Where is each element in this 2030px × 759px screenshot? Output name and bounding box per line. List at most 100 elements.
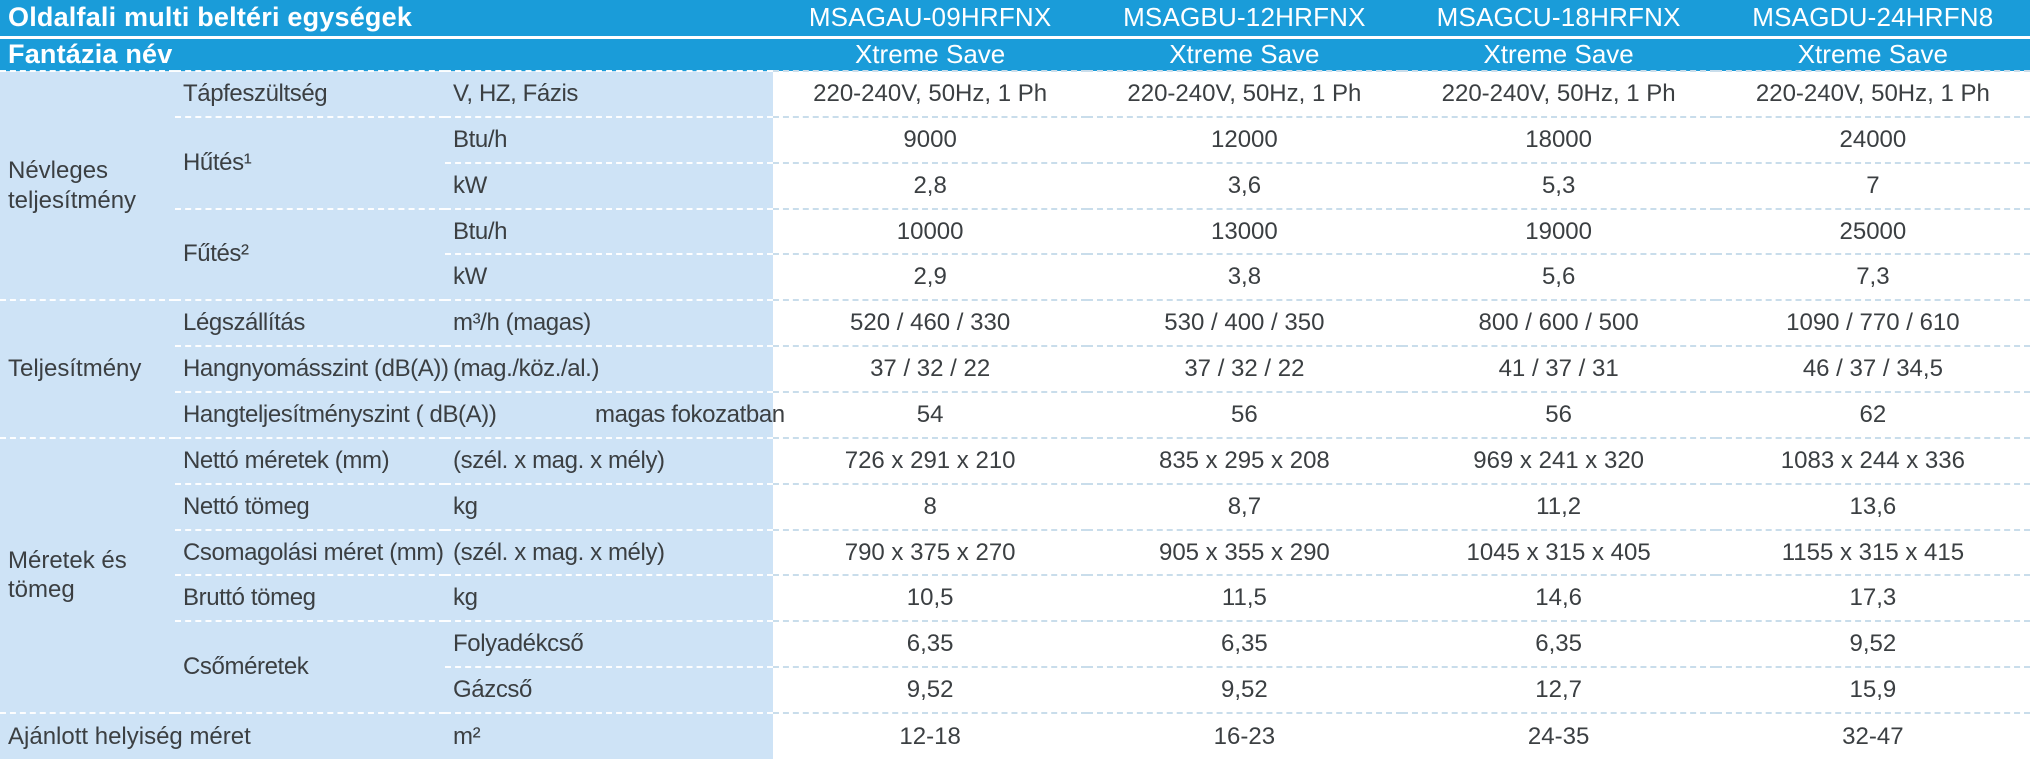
value-cell: 11,5 — [1087, 575, 1402, 623]
unit-cell: Folyadékcső — [445, 621, 773, 669]
value-cell: 530 / 400 / 350 — [1087, 300, 1402, 348]
value-cell: 15,9 — [1715, 667, 2030, 715]
value-cell: 12000 — [1087, 116, 1402, 164]
value-cell: 10000 — [773, 208, 1088, 256]
value-cell: 8,7 — [1087, 483, 1402, 531]
value-cell: 7 — [1715, 162, 2030, 210]
value-cell: 24000 — [1715, 116, 2030, 164]
property-cell: Csomagolási méret (mm) — [175, 529, 445, 577]
value-cell: 220-240V, 50Hz, 1 Ph — [773, 70, 1088, 118]
property-cell: Nettó tömeg — [175, 483, 445, 531]
value-cell: 11,2 — [1401, 483, 1716, 531]
table-row: Fűtés² Btu/h 10000 13000 19000 25000 — [0, 208, 2030, 302]
value-cell: 16-23 — [1087, 713, 1402, 759]
table-row: Hangnyomásszint (dB(A)) (mag./köz./al.) … — [0, 346, 2030, 394]
value-cell: 835 x 295 x 208 — [1087, 437, 1402, 485]
table-row: Hűtés¹ Btu/h 9000 12000 18000 24000 — [0, 116, 2030, 210]
value-cell: 62 — [1715, 392, 2030, 439]
table-row: Csomagolási méret (mm) (szél. x mag. x m… — [0, 529, 2030, 577]
model-header-3: MSAGCU-18HRFNX — [1401, 0, 1716, 39]
value-cell: 800 / 600 / 500 — [1401, 300, 1716, 348]
value-cell: 969 x 241 x 320 — [1401, 437, 1716, 485]
table-row: kW 2,8 3,6 5,3 7 — [0, 162, 2030, 210]
group-cell: Teljesítmény — [0, 300, 175, 439]
value-cell: 6,35 — [773, 621, 1088, 669]
group-cell: Ajánlott helyiség méret — [0, 713, 445, 759]
table-row: Hangteljesítményszint ( dB(A)) magas fok… — [0, 392, 2030, 439]
fantasy-name-3: Xtreme Save — [1401, 37, 1716, 71]
value-cell: 905 x 355 x 290 — [1087, 529, 1402, 577]
property-cell: Hűtés¹ — [175, 116, 445, 210]
value-cell: 6,35 — [1087, 621, 1402, 669]
value-cell: 10,5 — [773, 575, 1088, 623]
unit-cell: (mag./köz./al.) — [445, 346, 773, 394]
unit-cell: Btu/h — [445, 116, 773, 164]
value-cell: 13000 — [1087, 208, 1402, 256]
value-cell: 37 / 32 / 22 — [1087, 346, 1402, 394]
value-cell: 220-240V, 50Hz, 1 Ph — [1715, 70, 2030, 118]
fantasy-name-4: Xtreme Save — [1715, 37, 2030, 71]
table-row: Nettó tömeg kg 8 8,7 11,2 13,6 — [0, 483, 2030, 531]
table-row: Méretek és tömeg Nettó méretek (mm) (szé… — [0, 437, 2030, 715]
fantasy-name-row: Fantázia név Xtreme Save Xtreme Save Xtr… — [0, 37, 2030, 71]
value-cell: 9000 — [773, 116, 1088, 164]
model-header-4: MSAGDU-24HRFN8 — [1715, 0, 2030, 39]
unit-cell: (szél. x mag. x mély) — [445, 437, 773, 485]
property-cell: Légszállítás — [175, 300, 445, 348]
property-cell: Fűtés² — [175, 208, 445, 302]
unit-cell: kW — [445, 162, 773, 210]
fantasy-name-label: Fantázia név — [0, 37, 773, 71]
table-row: Teljesítmény Légszállítás m³/h (magas) 5… — [0, 300, 2030, 439]
value-cell: 1045 x 315 x 405 — [1401, 529, 1716, 577]
unit-cell: m³/h (magas) — [445, 300, 773, 348]
value-cell: 3,6 — [1087, 162, 1402, 210]
property-cell: Bruttó tömeg — [175, 575, 445, 623]
value-cell: 1155 x 315 x 415 — [1715, 529, 2030, 577]
value-cell: 3,8 — [1087, 254, 1402, 302]
value-cell: 220-240V, 50Hz, 1 Ph — [1401, 70, 1716, 118]
value-cell: 6,35 — [1401, 621, 1716, 669]
model-header-2: MSAGBU-12HRFNX — [1087, 0, 1402, 39]
value-cell: 19000 — [1401, 208, 1716, 256]
value-cell: 37 / 32 / 22 — [773, 346, 1088, 394]
unit-cell: kW — [445, 254, 773, 302]
table-row: kW 2,9 3,8 5,6 7,3 — [0, 254, 2030, 302]
property-cell: Hangnyomásszint (dB(A)) — [175, 346, 449, 394]
value-cell: 7,3 — [1715, 254, 2030, 302]
table-row: Ajánlott helyiség méret m² 12-18 16-23 2… — [0, 713, 2030, 759]
unit-cell: (szél. x mag. x mély) — [445, 529, 773, 577]
value-cell: 2,8 — [773, 162, 1088, 210]
table-header-row: Oldalfali multi beltéri egységek MSAGAU-… — [0, 0, 2030, 39]
unit-cell: magas fokozatban — [445, 392, 785, 439]
value-cell: 1090 / 770 / 610 — [1715, 300, 2030, 348]
value-cell: 12-18 — [773, 713, 1088, 759]
value-cell: 56 — [1087, 392, 1402, 439]
fantasy-name-2: Xtreme Save — [1087, 37, 1402, 71]
value-cell: 41 / 37 / 31 — [1401, 346, 1716, 394]
value-cell: 54 — [773, 392, 1088, 439]
unit-cell: kg — [445, 483, 773, 531]
value-cell: 726 x 291 x 210 — [773, 437, 1088, 485]
value-cell: 13,6 — [1715, 483, 2030, 531]
value-cell: 1083 x 244 x 336 — [1715, 437, 2030, 485]
unit-cell: V, HZ, Fázis — [445, 70, 773, 118]
value-cell: 9,52 — [1087, 667, 1402, 715]
value-cell: 8 — [773, 483, 1088, 531]
value-cell: 9,52 — [773, 667, 1088, 715]
value-cell: 17,3 — [1715, 575, 2030, 623]
value-cell: 18000 — [1401, 116, 1716, 164]
table-row: Névleges teljesítmény Tápfeszültség V, H… — [0, 69, 2030, 302]
group-cell: Névleges teljesítmény — [0, 69, 175, 302]
value-cell: 5,3 — [1401, 162, 1716, 210]
value-cell: 14,6 — [1401, 575, 1716, 623]
table-row: Gázcső 9,52 9,52 12,7 15,9 — [0, 667, 2030, 715]
fantasy-name-1: Xtreme Save — [773, 37, 1088, 71]
group-cell: Méretek és tömeg — [0, 437, 175, 715]
unit-cell: Btu/h — [445, 208, 773, 256]
value-cell: 12,7 — [1401, 667, 1716, 715]
unit-cell: Gázcső — [445, 667, 773, 715]
property-cell: Csőméretek — [175, 621, 445, 715]
value-cell: 220-240V, 50Hz, 1 Ph — [1087, 70, 1402, 118]
unit-cell: kg — [445, 575, 773, 623]
value-cell: 2,9 — [773, 254, 1088, 302]
